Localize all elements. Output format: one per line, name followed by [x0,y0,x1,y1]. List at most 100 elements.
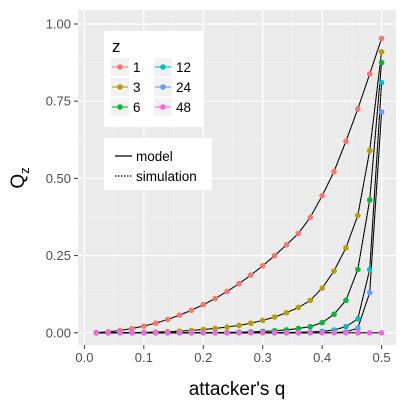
data-point-z48 [378,330,385,336]
data-point-z6 [295,325,302,332]
data-point-z48 [283,330,290,336]
data-point-z48 [93,330,100,336]
legend-z: z 1 3 6 12 24 48 [104,31,204,127]
data-point-z3 [236,322,242,329]
axis-layer: 0.0 0.1 0.2 0.3 0.4 0.5 0.00 0.25 0.50 0.75 1.00 [46,17,391,366]
data-point-z6 [331,311,337,318]
data-point-z1 [366,71,373,77]
data-point-z1 [295,230,302,237]
legend-z-key-point [160,104,166,110]
data-point-z3 [343,245,349,251]
legend-z-label: 12 [176,60,191,75]
data-point-z48 [343,330,349,336]
data-point-z48 [117,330,123,336]
data-point-z1 [212,295,218,302]
data-point-z12 [343,323,349,330]
data-point-z6 [319,319,325,326]
legend-z-key-point [117,104,123,110]
data-point-z3 [283,309,290,316]
data-point-z48 [331,330,337,336]
data-point-z1 [141,323,147,329]
data-point-z1 [152,320,159,326]
data-point-z48 [295,330,302,336]
data-point-z24 [355,325,361,331]
data-point-z3 [248,320,254,327]
data-point-z1 [283,241,290,248]
data-point-z1 [307,214,314,221]
data-point-z48 [355,330,361,336]
legend-z-label: 1 [133,60,141,75]
y-tick-label: 0.00 [46,325,71,340]
data-point-z1 [343,138,349,145]
data-point-z3 [331,268,337,274]
data-point-z3 [378,48,385,55]
data-point-z6 [343,297,349,304]
legend-z-label: 48 [176,100,191,115]
y-tick-label: 0.75 [46,94,71,109]
data-point-z1 [200,301,207,308]
data-point-z12 [355,316,361,322]
data-point-z48 [200,330,207,336]
data-point-z48 [152,330,159,336]
x-tick-label: 0.5 [373,350,391,365]
data-point-z24 [378,109,385,115]
legend-z-key-point [117,64,123,70]
data-point-z3 [307,297,314,304]
data-point-z1 [164,316,171,323]
data-point-z1 [378,35,385,42]
data-point-z24 [366,289,373,296]
data-point-z1 [236,280,242,287]
data-point-z1 [176,312,183,318]
legend-linetype: model simulation [104,138,212,190]
legend-linetype-background [104,138,212,190]
legend-linetype-label: model [136,149,173,164]
data-point-z3 [259,317,266,324]
data-point-z48 [141,330,147,336]
x-tick-label: 0.1 [135,350,153,365]
data-point-z3 [295,304,302,311]
data-point-z1 [129,325,135,332]
data-point-z1 [319,192,325,199]
data-point-z48 [366,330,373,336]
legend-z-key-point [117,84,123,90]
data-point-z48 [105,330,111,336]
data-point-z1 [271,252,278,259]
y-tick-label: 1.00 [46,17,71,32]
data-point-z1 [259,262,266,269]
data-point-z3 [319,285,325,291]
legend-z-title: z [112,37,121,56]
x-tick-label: 0.2 [194,350,212,365]
data-point-z48 [248,330,254,336]
data-point-z6 [355,266,361,273]
y-tick-label: 0.50 [46,171,71,186]
data-point-z48 [224,330,230,336]
data-point-z48 [129,330,135,336]
x-tick-label: 0.4 [313,350,331,365]
data-point-z1 [331,168,337,175]
data-point-z3 [212,325,218,332]
data-point-z12 [378,79,385,86]
data-point-z48 [188,330,195,336]
data-point-z48 [259,330,266,336]
y-axis-label: Qz [8,167,32,188]
data-point-z6 [366,197,373,203]
data-point-z48 [236,330,242,336]
data-point-z3 [224,324,230,330]
x-axis-label: attacker's q [189,379,286,400]
legend-z-key-point [160,84,166,90]
data-point-z48 [176,330,183,336]
legend-z-label: 3 [133,80,141,95]
y-axis-label-main: Q [8,174,29,189]
legend-z-key-point [160,64,166,70]
series-layer [93,35,385,336]
legend-z-label: 24 [176,80,192,95]
data-point-z48 [307,330,314,336]
data-point-z1 [355,106,361,112]
data-point-z1 [224,288,230,295]
data-point-z48 [164,330,171,336]
y-tick-label: 0.25 [46,248,71,263]
data-point-z3 [271,314,278,320]
y-axis-label-group: Qz [8,167,32,188]
